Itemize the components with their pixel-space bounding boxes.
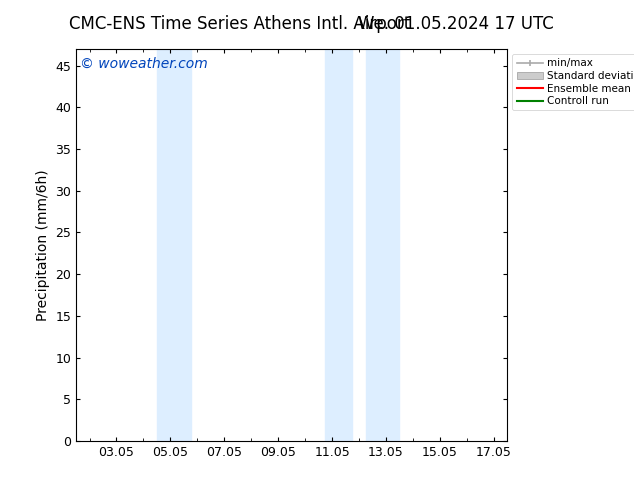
Bar — [157, 49, 191, 441]
Y-axis label: Precipitation (mm/6h): Precipitation (mm/6h) — [36, 169, 50, 321]
Bar — [366, 49, 399, 441]
Bar — [325, 49, 353, 441]
Text: © woweather.com: © woweather.com — [81, 57, 208, 71]
Text: We. 01.05.2024 17 UTC: We. 01.05.2024 17 UTC — [358, 15, 553, 33]
Legend: min/max, Standard deviation, Ensemble mean run, Controll run: min/max, Standard deviation, Ensemble me… — [512, 54, 634, 110]
Text: CMC-ENS Time Series Athens Intl. Airport: CMC-ENS Time Series Athens Intl. Airport — [69, 15, 411, 33]
